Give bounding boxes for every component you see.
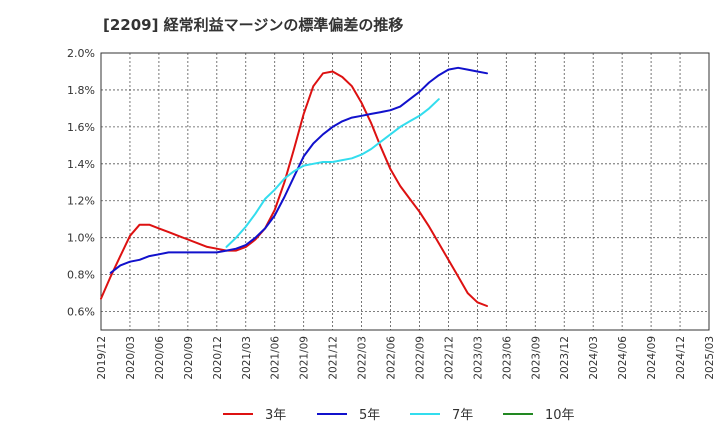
legend-label: 3年: [265, 408, 286, 423]
x-tick-label: 2021/09: [299, 336, 311, 380]
x-tick-label: 2022/06: [386, 336, 398, 380]
x-tick-label: 2020/09: [183, 336, 195, 380]
y-tick-label: 2.0%: [67, 47, 95, 60]
x-tick-label: 2022/09: [414, 336, 426, 380]
y-tick-label: 1.8%: [67, 84, 95, 97]
x-tick-label: 2023/06: [501, 336, 513, 380]
x-tick-label: 2023/09: [530, 336, 542, 380]
x-tick-label: 2024/03: [588, 336, 600, 380]
x-tick-label: 2021/06: [270, 336, 282, 380]
x-tick-label: 2023/03: [472, 336, 484, 380]
y-tick-label: 0.6%: [67, 306, 95, 319]
legend-label: 5年: [359, 408, 380, 423]
series-line-7年: [225, 98, 440, 248]
y-tick-label: 1.0%: [67, 232, 95, 245]
x-tick-label: 2024/06: [617, 336, 629, 380]
x-tick-label: 2024/09: [646, 336, 658, 380]
x-tick-label: 2020/03: [125, 336, 137, 380]
x-tick-label: 2020/06: [154, 336, 166, 380]
y-tick-label: 1.2%: [67, 195, 95, 208]
x-tick-label: 2022/03: [357, 336, 369, 380]
legend-label: 10年: [545, 408, 575, 423]
x-tick-label: 2023/12: [559, 336, 571, 380]
chart-title: [2209] 経常利益マージンの標準偏差の推移: [103, 16, 404, 34]
legend-label: 7年: [452, 408, 473, 423]
legend-item: 5年: [317, 408, 380, 423]
plot-frame: [100, 52, 710, 331]
legend-item: 3年: [223, 408, 286, 423]
x-tick-label: 2022/12: [443, 336, 455, 380]
series-line-3年: [100, 70, 488, 307]
y-tick-label: 1.6%: [67, 121, 95, 134]
x-tick-label: 2020/12: [212, 336, 224, 380]
y-tick-label: 1.4%: [67, 158, 95, 171]
x-tick-label: 2024/12: [675, 336, 687, 380]
x-tick-label: 2019/12: [96, 336, 108, 380]
series-line-5年: [109, 66, 488, 274]
legend-item: 7年: [410, 408, 473, 423]
x-tick-label: 2025/03: [704, 336, 716, 380]
y-tick-label: 0.8%: [67, 269, 95, 282]
legend-item: 10年: [503, 408, 575, 423]
x-tick-label: 2021/03: [241, 336, 253, 380]
x-tick-label: 2021/12: [328, 336, 340, 380]
